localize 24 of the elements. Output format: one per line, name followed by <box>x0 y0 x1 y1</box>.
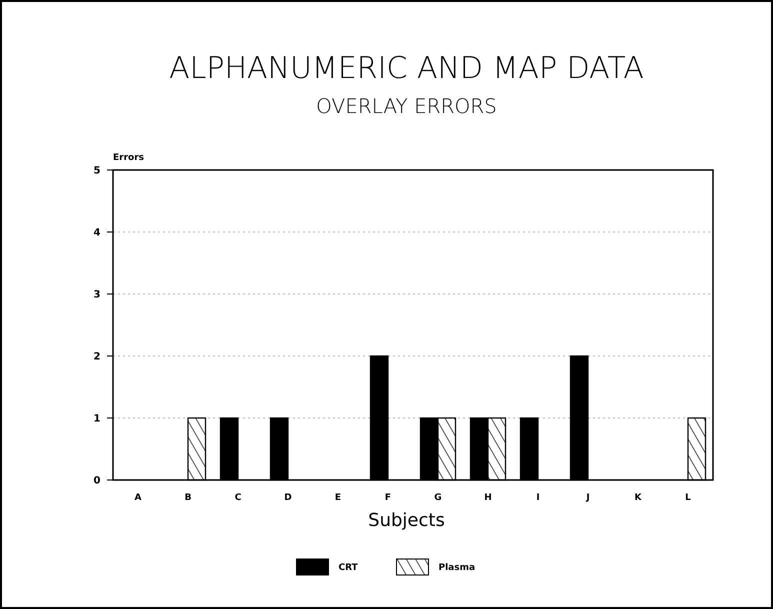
x-tick-label: F <box>384 493 392 503</box>
x-tick-label: C <box>234 493 242 503</box>
x-tick-label: G <box>434 493 442 503</box>
x-tick-label: H <box>484 493 492 503</box>
x-tick-label: E <box>334 493 342 503</box>
legend-label: Plasma <box>438 563 476 574</box>
y-tick-label: 4 <box>94 228 101 238</box>
x-tick-label: B <box>184 493 192 503</box>
y-axis-title: Errors <box>113 153 144 163</box>
chart-title: ALPHANUMERIC AND MAP DATA <box>169 51 644 86</box>
x-tick-label: L <box>685 493 692 503</box>
x-tick-label: A <box>134 493 142 503</box>
y-tick-label: 5 <box>94 166 101 176</box>
x-tick-label: I <box>536 493 540 503</box>
legend-label: CRT <box>338 563 359 574</box>
y-tick-label: 0 <box>94 476 101 486</box>
chart-subtitle: OVERLAY ERRORS <box>316 94 497 118</box>
x-axis-title: Subjects <box>368 510 445 531</box>
y-tick-label: 3 <box>94 290 101 300</box>
x-tick-label: K <box>634 493 643 503</box>
x-tick-label: J <box>585 493 590 503</box>
y-tick-label: 1 <box>94 414 101 424</box>
y-tick-label: 2 <box>94 352 101 362</box>
x-tick-label: D <box>284 493 292 503</box>
